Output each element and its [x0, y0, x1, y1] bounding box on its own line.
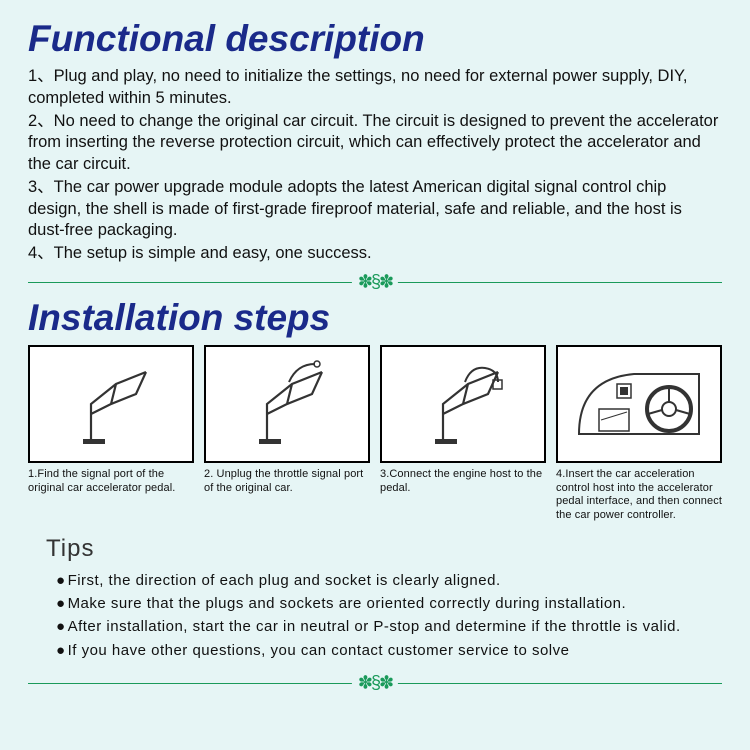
step-4-caption: 4.Insert the car acceleration control ho… [556, 468, 722, 523]
pedal-connect-icon [413, 354, 513, 454]
steps-row: 1.Find the signal port of the original c… [28, 345, 722, 523]
tips-text: First, the direction of each plug and so… [68, 572, 501, 589]
step-2-caption: 2. Unplug the throttle signal port of th… [204, 468, 370, 496]
functional-heading: Functional description [28, 18, 722, 60]
tips-text: If you have other questions, you can con… [68, 642, 570, 659]
tips-text: Make sure that the plugs and sockets are… [68, 595, 627, 612]
step-2: 2. Unplug the throttle signal port of th… [204, 345, 370, 523]
tips-heading: Tips [46, 535, 722, 563]
tips-item: ●After installation, start the car in ne… [56, 615, 722, 638]
car-interior-icon [569, 354, 709, 454]
functional-item: 1、Plug and play, no need to initialize t… [28, 66, 722, 110]
functional-list: 1、Plug and play, no need to initialize t… [28, 66, 722, 265]
divider-ornament-icon: ✽§✽ [352, 672, 398, 693]
bullet-icon: ● [56, 618, 66, 635]
pedal-icon [61, 354, 161, 454]
step-1-caption: 1.Find the signal port of the original c… [28, 468, 194, 496]
footer-divider: ✽§✽ [28, 670, 722, 696]
functional-item: 3、The car power upgrade module adopts th… [28, 177, 722, 242]
bullet-icon: ● [56, 595, 66, 612]
tips-item: ●First, the direction of each plug and s… [56, 569, 722, 592]
functional-item: 4、The setup is simple and easy, one succ… [28, 243, 722, 265]
step-1: 1.Find the signal port of the original c… [28, 345, 194, 523]
tips-item: ●If you have other questions, you can co… [56, 639, 722, 662]
tips-item: ●Make sure that the plugs and sockets ar… [56, 592, 722, 615]
step-3: 3.Connect the engine host to the pedal. [380, 345, 546, 523]
pedal-unplug-icon [237, 354, 337, 454]
step-2-illustration [204, 345, 370, 463]
functional-item: 2、No need to change the original car cir… [28, 111, 722, 176]
divider-ornament-icon: ✽§✽ [352, 271, 398, 292]
step-4: 4.Insert the car acceleration control ho… [556, 345, 722, 523]
step-3-caption: 3.Connect the engine host to the pedal. [380, 468, 546, 496]
tips-list: ●First, the direction of each plug and s… [56, 569, 722, 662]
step-3-illustration [380, 345, 546, 463]
tips-text: After installation, start the car in neu… [68, 618, 681, 635]
section-divider: ✽§✽ [28, 269, 722, 295]
bullet-icon: ● [56, 642, 66, 659]
step-4-illustration [556, 345, 722, 463]
step-1-illustration [28, 345, 194, 463]
installation-heading: Installation steps [28, 297, 722, 339]
bullet-icon: ● [56, 572, 66, 589]
